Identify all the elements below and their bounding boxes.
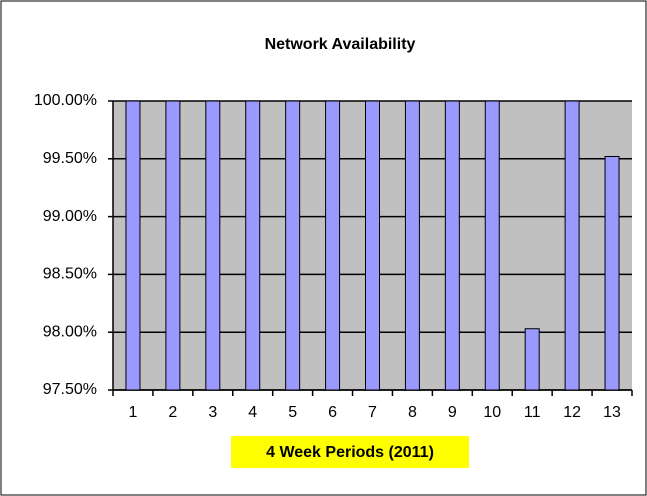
x-tick-label: 4 xyxy=(248,404,257,421)
x-tick-label: 5 xyxy=(288,404,297,421)
x-tick-label: 9 xyxy=(448,404,457,421)
bar xyxy=(604,155,620,391)
bar xyxy=(524,328,540,391)
bar xyxy=(165,100,181,391)
bar xyxy=(365,100,380,391)
bar xyxy=(404,100,420,391)
y-tick-label: 99.50% xyxy=(43,150,97,167)
x-tick-label: 6 xyxy=(328,404,337,421)
x-tick-label: 8 xyxy=(408,404,417,421)
x-tick-label: 7 xyxy=(368,404,377,421)
y-tick-label: 100.00% xyxy=(34,92,97,109)
x-tick-label: 12 xyxy=(563,404,581,421)
y-tick-label: 98.50% xyxy=(43,266,97,283)
x-tick-label: 3 xyxy=(208,404,217,421)
x-tick-label: 10 xyxy=(483,404,501,421)
x-label-highlight xyxy=(231,436,469,468)
bar xyxy=(125,100,141,391)
bar xyxy=(564,100,580,391)
y-tick-label: 99.00% xyxy=(43,208,97,225)
bar xyxy=(484,100,500,391)
bar xyxy=(285,100,301,391)
x-tick-label: 11 xyxy=(524,404,541,421)
x-axis-title: 4 Week Periods (2011) xyxy=(266,444,434,461)
x-tick-label: 2 xyxy=(168,404,177,421)
y-tick-label: 98.00% xyxy=(43,323,97,340)
x-tick-label: 13 xyxy=(603,404,621,421)
bar xyxy=(325,100,341,391)
bar xyxy=(444,100,460,391)
bar xyxy=(245,100,261,391)
chart-title: Network Availability xyxy=(265,36,416,53)
x-tick-label: 1 xyxy=(129,404,138,421)
y-tick-label: 97.50% xyxy=(43,381,97,398)
bar xyxy=(205,100,221,391)
